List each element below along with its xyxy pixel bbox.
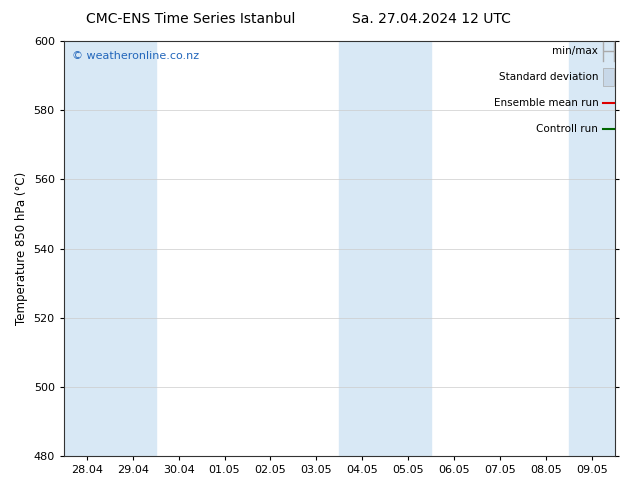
Bar: [569, 41, 615, 456]
Bar: [339, 41, 385, 456]
Bar: [385, 41, 431, 456]
Text: Ensemble mean run: Ensemble mean run: [493, 98, 598, 108]
Text: Standard deviation: Standard deviation: [499, 72, 598, 82]
Bar: [64, 41, 110, 456]
Y-axis label: Temperature 850 hPa (°C): Temperature 850 hPa (°C): [15, 172, 28, 325]
Text: CMC-ENS Time Series Istanbul: CMC-ENS Time Series Istanbul: [86, 12, 295, 26]
Text: Controll run: Controll run: [536, 123, 598, 134]
Text: Sa. 27.04.2024 12 UTC: Sa. 27.04.2024 12 UTC: [352, 12, 510, 26]
Text: © weatheronline.co.nz: © weatheronline.co.nz: [72, 51, 199, 61]
Text: min/max: min/max: [552, 47, 598, 56]
Bar: [110, 41, 156, 456]
Bar: [603, 68, 614, 86]
